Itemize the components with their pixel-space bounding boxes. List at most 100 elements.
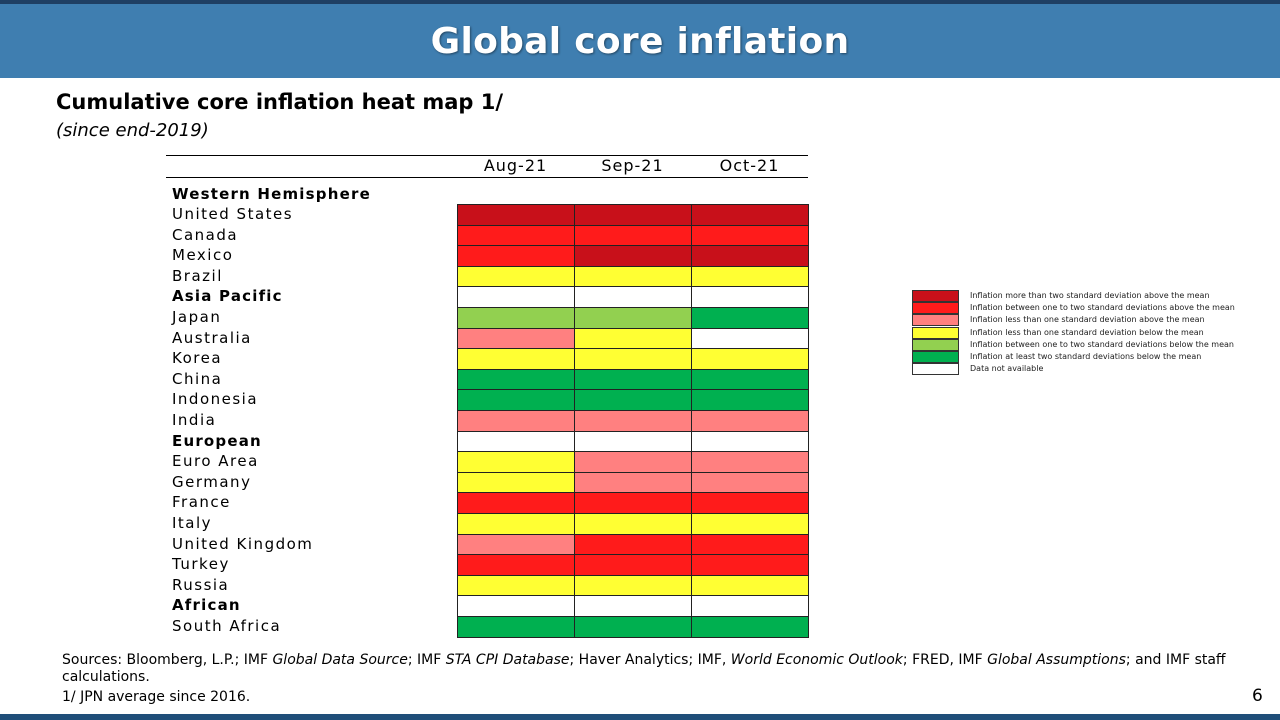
heatmap-cell [457,245,575,267]
heatmap-cell [574,389,692,411]
heatmap-cell [574,451,692,473]
region-label: African [172,596,241,615]
heatmap-cell [691,389,809,411]
heatmap-cell [574,471,692,494]
country-label: Indonesia [172,390,259,409]
country-label: Euro Area [172,452,259,471]
heatmap-cell [574,616,692,638]
sources-note: Sources: Bloomberg, L.P.; IMF Global Dat… [62,652,1232,686]
country-label: South Africa [172,617,282,635]
heatmap-cell [691,616,809,638]
heatmap-cell [574,533,692,556]
legend-label: Inflation less than one standard deviati… [970,315,1205,325]
heatmap-cell [691,265,809,288]
heatmap-cell [457,554,575,576]
heatmap-cell [691,430,809,453]
country-label: Mexico [172,246,234,265]
country-label: France [172,493,231,512]
country-label: Brazil [172,266,223,285]
country-label: Korea [172,349,223,368]
heatmap-cell [691,245,809,267]
heatmap-cell [457,574,575,597]
top-border-line [0,0,1280,4]
heatmap-cell [691,513,809,535]
heatmap-cell [691,574,809,597]
sources-text: ; Haver Analytics; IMF, [569,652,731,668]
source-sta-cpi: STA CPI Database [445,652,570,668]
sources-text: Sources: Bloomberg, L.P.; IMF [62,652,273,668]
heatmap-cell [574,554,692,576]
legend-swatch [912,290,959,302]
page-title: Global core inflation [430,20,850,62]
country-label: India [172,411,217,429]
heatmap-cell [574,595,692,617]
region-label: Western Hemisphere [172,185,371,203]
sources-text: ; FRED, IMF [902,652,988,668]
heatmap-cell [574,368,692,391]
heatmap-cell [691,492,809,514]
column-header: Sep-21 [601,156,664,175]
chart-title: Cumulative core inflation heat map 1/ [56,90,504,114]
page-number: 6 [1252,686,1263,706]
heatmap-cell [691,595,809,617]
heatmap-cell [574,513,692,535]
heatmap-cell [574,348,692,370]
legend-swatch [912,351,959,363]
sources-text: ; and IMF staff calculations. [62,652,1226,685]
heatmap-cell [574,410,692,432]
country-label: Japan [172,308,222,326]
heatmap-cell [457,616,575,638]
heatmap-cell [691,204,809,226]
title-banner: Global core inflation [0,4,1280,78]
source-weo: World Economic Outlook [730,652,903,668]
heatmap-cell [691,554,809,576]
region-label: Asia Pacific [172,287,283,306]
heatmap-cell [691,327,809,350]
heatmap-cell [691,286,809,308]
heatmap-cell [574,574,692,597]
heatmap-cell [457,492,575,514]
legend-label: Inflation between one to two standard de… [970,339,1234,349]
legend-label: Data not available [970,364,1044,374]
region-label: European [172,431,262,450]
heatmap-cell [574,245,692,267]
legend-swatch [912,314,959,327]
heatmap-cell [574,430,692,453]
country-label: Australia [172,328,252,347]
heatmap-cell [457,224,575,247]
heatmap-cell [457,348,575,370]
heatmap-cell [457,410,575,432]
legend-swatch [912,338,959,351]
heatmap-cell [691,410,809,432]
heatmap-cell [457,513,575,535]
column-header: Aug-21 [483,156,548,175]
country-label: Germany [172,472,252,491]
heatmap-cell [457,368,575,391]
heatmap-cell [691,471,809,494]
footnote: 1/ JPN average since 2016. [62,689,251,705]
heatmap-cell [457,286,575,308]
heatmap-cell [574,492,692,514]
country-label: China [172,369,223,388]
heatmap-cell [457,307,575,329]
heatmap-cell [457,471,575,494]
country-label: Turkey [172,555,230,574]
country-label: Canada [172,225,239,244]
heatmap-cell [574,204,692,226]
heatmap-cell [574,286,692,308]
heatmap-cell [457,327,575,350]
heatmap-cell [457,389,575,411]
legend-label: Inflation less than one standard deviati… [970,327,1204,337]
heatmap-cell [457,430,575,453]
country-label: Italy [172,514,213,532]
country-label: United Kingdom [172,534,314,553]
heatmap-cell [691,533,809,556]
legend-swatch [912,302,959,315]
heatmap-cell [457,204,575,226]
heatmap-cell [457,265,575,288]
heatmap-cell [691,451,809,473]
sources-text: ; IMF [407,652,446,668]
table-header-rule [166,177,808,178]
heatmap-cell [574,265,692,288]
heatmap-cell [457,595,575,617]
